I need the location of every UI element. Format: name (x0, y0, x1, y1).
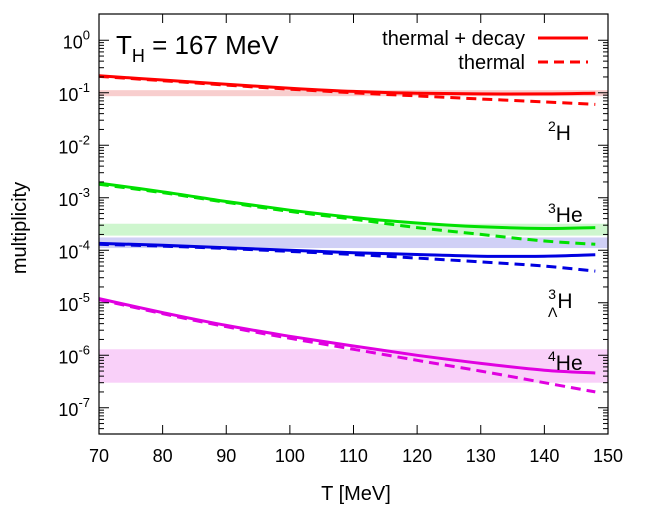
x-tick-label: 90 (216, 446, 236, 466)
x-tick-label: 110 (339, 446, 368, 466)
x-tick-label: 140 (529, 446, 559, 466)
y-axis-title: multiplicity (9, 182, 31, 274)
species-labels: 2H 3He 3 ΛH 4He (548, 118, 583, 375)
legend-label: thermal (458, 52, 525, 74)
legend-label: thermal + decay (382, 28, 525, 50)
x-axis-ticks: 70 80 90 100 110 120 130 140 150 (89, 14, 623, 466)
y-tick-label: 10-4 (58, 237, 90, 262)
y-tick-label: 10-1 (58, 80, 90, 105)
x-tick-label: 120 (402, 446, 432, 466)
temperature-annotation: TH = 167 MeV (116, 30, 279, 66)
helium3-thermal-decay-line (98, 181, 596, 231)
hypertriton-thermal-decay-line (98, 241, 596, 258)
x-tick-label: 100 (275, 446, 305, 466)
y-tick-label: 10-5 (58, 290, 90, 315)
helium3-band (99, 223, 608, 236)
experimental-bands (99, 90, 608, 383)
x-tick-label: 130 (466, 446, 496, 466)
x-tick-label: 80 (153, 446, 173, 466)
model-curves (98, 74, 596, 394)
deuteron-thermal-decay-line (98, 74, 596, 96)
y-tick-label: 10-3 (58, 185, 90, 210)
hypertriton-band (99, 237, 608, 249)
helium4-band (99, 349, 608, 383)
helium4-thermal-decay-line (98, 297, 596, 375)
deuteron-band (99, 90, 608, 97)
hypertriton-label: 3 ΛH (548, 286, 573, 320)
x-axis-title: T [MeV] (321, 483, 391, 505)
y-tick-label: 10-7 (58, 395, 90, 420)
y-axis-ticks: 100 10-1 10-2 10-3 10-4 10-5 10-6 10-7 (58, 27, 608, 430)
y-tick-label: 10-6 (58, 342, 90, 367)
helium3-label: 3He (548, 200, 583, 227)
x-tick-label: 70 (89, 446, 109, 466)
y-tick-label: 100 (63, 27, 90, 52)
deuteron-label: 2H (548, 118, 571, 145)
x-tick-label: 150 (593, 446, 623, 466)
y-tick-label: 10-2 (58, 132, 90, 157)
helium4-label: 4He (548, 348, 583, 375)
